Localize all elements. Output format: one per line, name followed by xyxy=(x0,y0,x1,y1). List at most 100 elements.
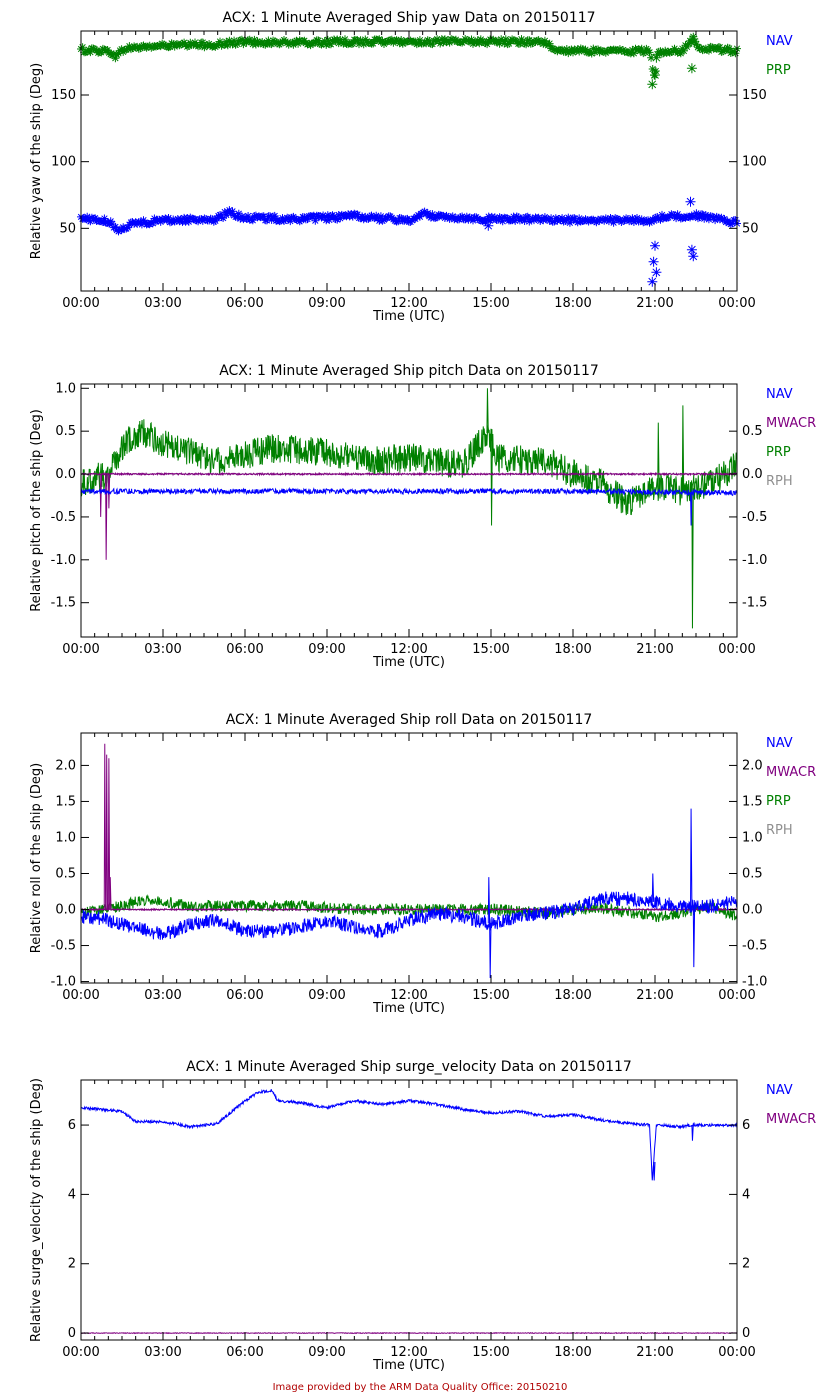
x-tick-label: 03:00 xyxy=(144,296,181,311)
legend-prp: PRP xyxy=(766,794,791,809)
series-nav-spike xyxy=(489,923,492,978)
x-tick-label: 09:00 xyxy=(308,988,345,1003)
y-tick-label: -0.5 xyxy=(51,510,76,525)
x-tick-label: 21:00 xyxy=(636,296,673,311)
y-axis-label: Relative roll of the ship (Deg) xyxy=(29,763,44,953)
chart-title: ACX: 1 Minute Averaged Ship roll Data on… xyxy=(226,712,593,728)
y-tick-label-right: -1.5 xyxy=(742,596,767,611)
x-tick-label: 06:00 xyxy=(226,1345,263,1360)
series-group xyxy=(80,743,738,978)
y-tick-label: 1.0 xyxy=(55,381,76,396)
x-tick-label: 12:00 xyxy=(390,988,427,1003)
y-tick-label-right: 50 xyxy=(742,221,759,236)
y-tick-label-right: 100 xyxy=(742,155,767,170)
y-tick-label-right: -0.5 xyxy=(742,939,767,954)
y-tick-label: -0.5 xyxy=(51,939,76,954)
x-tick-label: 18:00 xyxy=(554,642,591,657)
y-tick-label: -1.0 xyxy=(51,553,76,568)
y-tick-label: 0.0 xyxy=(55,467,76,482)
y-tick-label: -1.5 xyxy=(51,596,76,611)
y-tick-label: 1.0 xyxy=(55,830,76,845)
series-mwacr-spike xyxy=(109,877,112,910)
y-tick-label: 0.5 xyxy=(55,424,76,439)
x-tick-label: 06:00 xyxy=(226,988,263,1003)
x-tick-label: 00:00 xyxy=(62,296,99,311)
series-nav xyxy=(80,891,738,940)
legend-mwacr: MWACR xyxy=(766,1112,816,1127)
series-prp-spike xyxy=(490,439,493,526)
y-tick-label: 2.0 xyxy=(55,758,76,773)
legend-mwacr: MWACR xyxy=(766,765,816,780)
x-tick-label: 00:00 xyxy=(718,642,755,657)
x-tick-label: 21:00 xyxy=(636,642,673,657)
x-tick-label: 18:00 xyxy=(554,1345,591,1360)
x-tick-label: 00:00 xyxy=(718,1345,755,1360)
series-group xyxy=(80,1088,738,1335)
series-prp-spike xyxy=(657,422,660,488)
y-tick-label-right: -1.0 xyxy=(742,553,767,568)
series-nav-spike xyxy=(487,877,491,924)
x-tick-label: 12:00 xyxy=(390,1345,427,1360)
y-tick-label: 50 xyxy=(59,221,76,236)
x-tick-label: 21:00 xyxy=(636,988,673,1003)
series-mwacr xyxy=(80,907,738,912)
chart-title: ACX: 1 Minute Averaged Ship yaw Data on … xyxy=(222,10,595,26)
y-tick-label: 150 xyxy=(51,88,76,103)
plot-frame xyxy=(80,383,738,638)
y-tick-label: 100 xyxy=(51,155,76,170)
x-tick-label: 15:00 xyxy=(472,988,509,1003)
series-mwacr-spike xyxy=(107,474,111,509)
y-axis-label: Relative pitch of the ship (Deg) xyxy=(29,409,44,612)
series-group xyxy=(80,388,738,629)
y-tick-label-right: 4 xyxy=(742,1187,750,1202)
y-tick-label-right: -0.5 xyxy=(742,510,767,525)
y-tick-label-right: -1.0 xyxy=(742,975,767,990)
chart-panel-1: ACX: 1 Minute Averaged Ship yaw Data on … xyxy=(29,10,793,324)
legend-nav: NAV xyxy=(766,1083,793,1098)
x-tick-label: 00:00 xyxy=(62,988,99,1003)
x-tick-label: 12:00 xyxy=(390,296,427,311)
x-tick-label: 09:00 xyxy=(308,1345,345,1360)
footer-credit: Image provided by the ARM Data Quality O… xyxy=(272,1382,568,1393)
x-tick-label: 18:00 xyxy=(554,296,591,311)
plot-frame xyxy=(80,732,738,984)
legend-rph: RPH xyxy=(766,823,793,838)
y-axis-label: Relative yaw of the ship (Deg) xyxy=(29,63,44,260)
series-nav-spike xyxy=(651,873,655,902)
series-nav-spike xyxy=(653,1162,656,1181)
y-tick-label: 2 xyxy=(68,1257,76,1272)
legend-rph: RPH xyxy=(766,474,793,489)
plot-frame xyxy=(80,1079,738,1341)
series-nav-spike xyxy=(691,1125,694,1141)
series-mwacr-spike xyxy=(105,474,108,560)
x-tick-label: 15:00 xyxy=(472,1345,509,1360)
x-tick-label: 09:00 xyxy=(308,642,345,657)
legend-nav: NAV xyxy=(766,34,793,49)
x-tick-label: 06:00 xyxy=(226,296,263,311)
x-tick-label: 00:00 xyxy=(62,642,99,657)
x-tick-label: 00:00 xyxy=(718,296,755,311)
series-mwacr-spike xyxy=(103,743,107,910)
y-tick-label: 0.5 xyxy=(55,866,76,881)
chart-panel-4: ACX: 1 Minute Averaged Ship surge_veloci… xyxy=(29,1059,816,1373)
y-tick-label-right: 0.5 xyxy=(742,866,763,881)
legend-mwacr: MWACR xyxy=(766,416,816,431)
x-axis-label: Time (UTC) xyxy=(372,1001,445,1016)
series-prp-spike xyxy=(691,488,694,629)
legend-nav: NAV xyxy=(766,736,793,751)
series-mwacr-spike xyxy=(99,474,102,517)
y-tick-label-right: 1.0 xyxy=(742,830,763,845)
legend-prp: PRP xyxy=(766,445,791,460)
series-group xyxy=(77,32,741,287)
y-tick-label-right: 6 xyxy=(742,1118,750,1133)
y-tick-label-right: 2.0 xyxy=(742,758,763,773)
series-nav xyxy=(77,196,741,287)
series-prp-spike xyxy=(681,405,685,492)
x-tick-label: 03:00 xyxy=(144,1345,181,1360)
series-mwacr xyxy=(80,471,738,477)
x-tick-label: 12:00 xyxy=(390,642,427,657)
series-nav-spike xyxy=(692,905,696,968)
chart-title: ACX: 1 Minute Averaged Ship pitch Data o… xyxy=(219,363,599,379)
series-nav-spike xyxy=(690,808,693,906)
